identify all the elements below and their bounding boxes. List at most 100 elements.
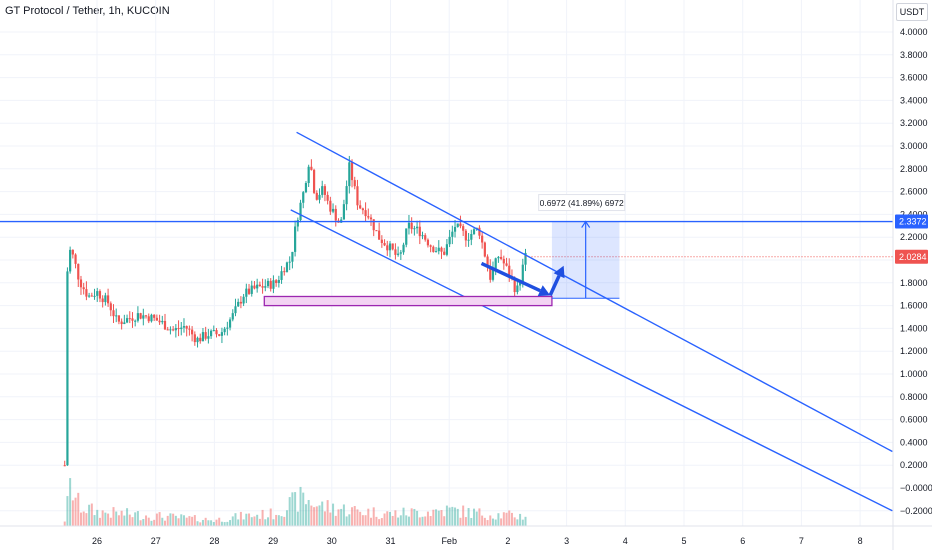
candle-body (136, 313, 140, 321)
volume-bar (459, 517, 462, 526)
volume-bar (448, 507, 451, 526)
candle-body (424, 235, 427, 240)
candle-body (209, 330, 213, 337)
price-axis-label: 1.8000 (900, 278, 928, 288)
volume-bar (334, 515, 337, 526)
time-axis-label: 2 (505, 536, 510, 546)
candle-body (239, 301, 243, 304)
candle-body (191, 329, 194, 335)
candle-body (82, 287, 85, 290)
volume-bar (136, 511, 139, 526)
price-axis-label: 0.6000 (900, 415, 928, 425)
volume-bar (115, 511, 118, 526)
volume-bar (410, 508, 413, 526)
candle-body (193, 334, 196, 343)
price-axis-label: 2.4000 (900, 209, 928, 219)
volume-bar (199, 522, 202, 526)
projection-arrow-head (553, 265, 565, 279)
channel-lower-line[interactable] (290, 209, 893, 512)
candle-body (348, 162, 351, 187)
candle-body (418, 226, 421, 237)
volume-bar (248, 513, 251, 526)
candle-body (142, 315, 145, 319)
candle-body (128, 318, 131, 320)
volume-bar (489, 515, 492, 526)
currency-unit-button[interactable]: USDT (896, 3, 928, 21)
candle-body (277, 279, 280, 283)
candle-body (234, 306, 237, 314)
candle-body (459, 223, 462, 227)
candle-body (158, 320, 161, 323)
candle-body (369, 217, 373, 220)
volume-bar (421, 516, 424, 526)
volume-bar (456, 508, 459, 526)
support-zone[interactable] (263, 295, 553, 307)
volume-bar (98, 517, 101, 526)
candle-body (472, 229, 476, 235)
volume-bar (272, 519, 275, 526)
price-axis-label: 2.2000 (900, 232, 928, 242)
candle-body (269, 280, 272, 289)
volume-bar (378, 519, 381, 526)
volume-bar (351, 507, 354, 526)
candle-body (453, 226, 457, 232)
candle-body (445, 244, 449, 255)
candle-body (144, 315, 148, 317)
candle-body (410, 222, 413, 230)
candle-body (188, 328, 191, 330)
volume-bar (123, 515, 126, 526)
measure-arrow-head (581, 220, 591, 228)
volume-bar (250, 517, 253, 526)
volume-bar (185, 517, 188, 526)
volume-bar (491, 518, 494, 526)
volume-bar (513, 517, 516, 526)
volume-bar (416, 510, 419, 526)
candle-body (228, 319, 232, 328)
volume-bar (478, 508, 481, 526)
volume-bar (516, 519, 519, 526)
candle-body (69, 249, 72, 272)
volume-bar (104, 512, 107, 526)
candle-body (304, 183, 308, 193)
volume-bar (107, 513, 110, 526)
volume-bar (467, 508, 470, 526)
price-axis-label: 0.4000 (900, 437, 928, 447)
volume-bar (90, 503, 93, 526)
candle-body (399, 252, 402, 254)
volume-bar (318, 505, 321, 526)
candle-body (508, 265, 511, 277)
candle-body (407, 222, 411, 229)
time-axis-label: 28 (209, 536, 219, 546)
candle-body (161, 320, 164, 323)
candle-body (513, 279, 516, 293)
volume-bar (117, 515, 120, 526)
volume-bar (223, 522, 226, 526)
candle-body (153, 314, 156, 318)
volume-bar (267, 517, 270, 526)
candle-body (321, 186, 324, 195)
volume-bar (304, 504, 307, 526)
candle-body (470, 234, 473, 240)
volume-bar (220, 521, 223, 526)
candle-body (237, 301, 240, 307)
volume-bar (191, 516, 194, 526)
volume-bar (234, 513, 237, 526)
candle-body (93, 295, 96, 297)
volume-bar (253, 516, 256, 526)
candle-body (98, 291, 102, 299)
volume-bar (172, 513, 175, 526)
candle-body (226, 327, 229, 329)
candle-body (323, 186, 327, 195)
channel-upper-line[interactable] (296, 131, 893, 453)
volume-bar (96, 509, 99, 526)
volume-bar (128, 514, 131, 526)
volume-bar (166, 515, 169, 526)
volume-bar (462, 505, 465, 526)
projection-arrow-head (537, 285, 551, 297)
candle-body (443, 251, 446, 255)
volume-bar (321, 501, 324, 526)
volume-bar (283, 516, 286, 526)
volume-bar (71, 500, 74, 526)
candle-body (367, 216, 370, 218)
